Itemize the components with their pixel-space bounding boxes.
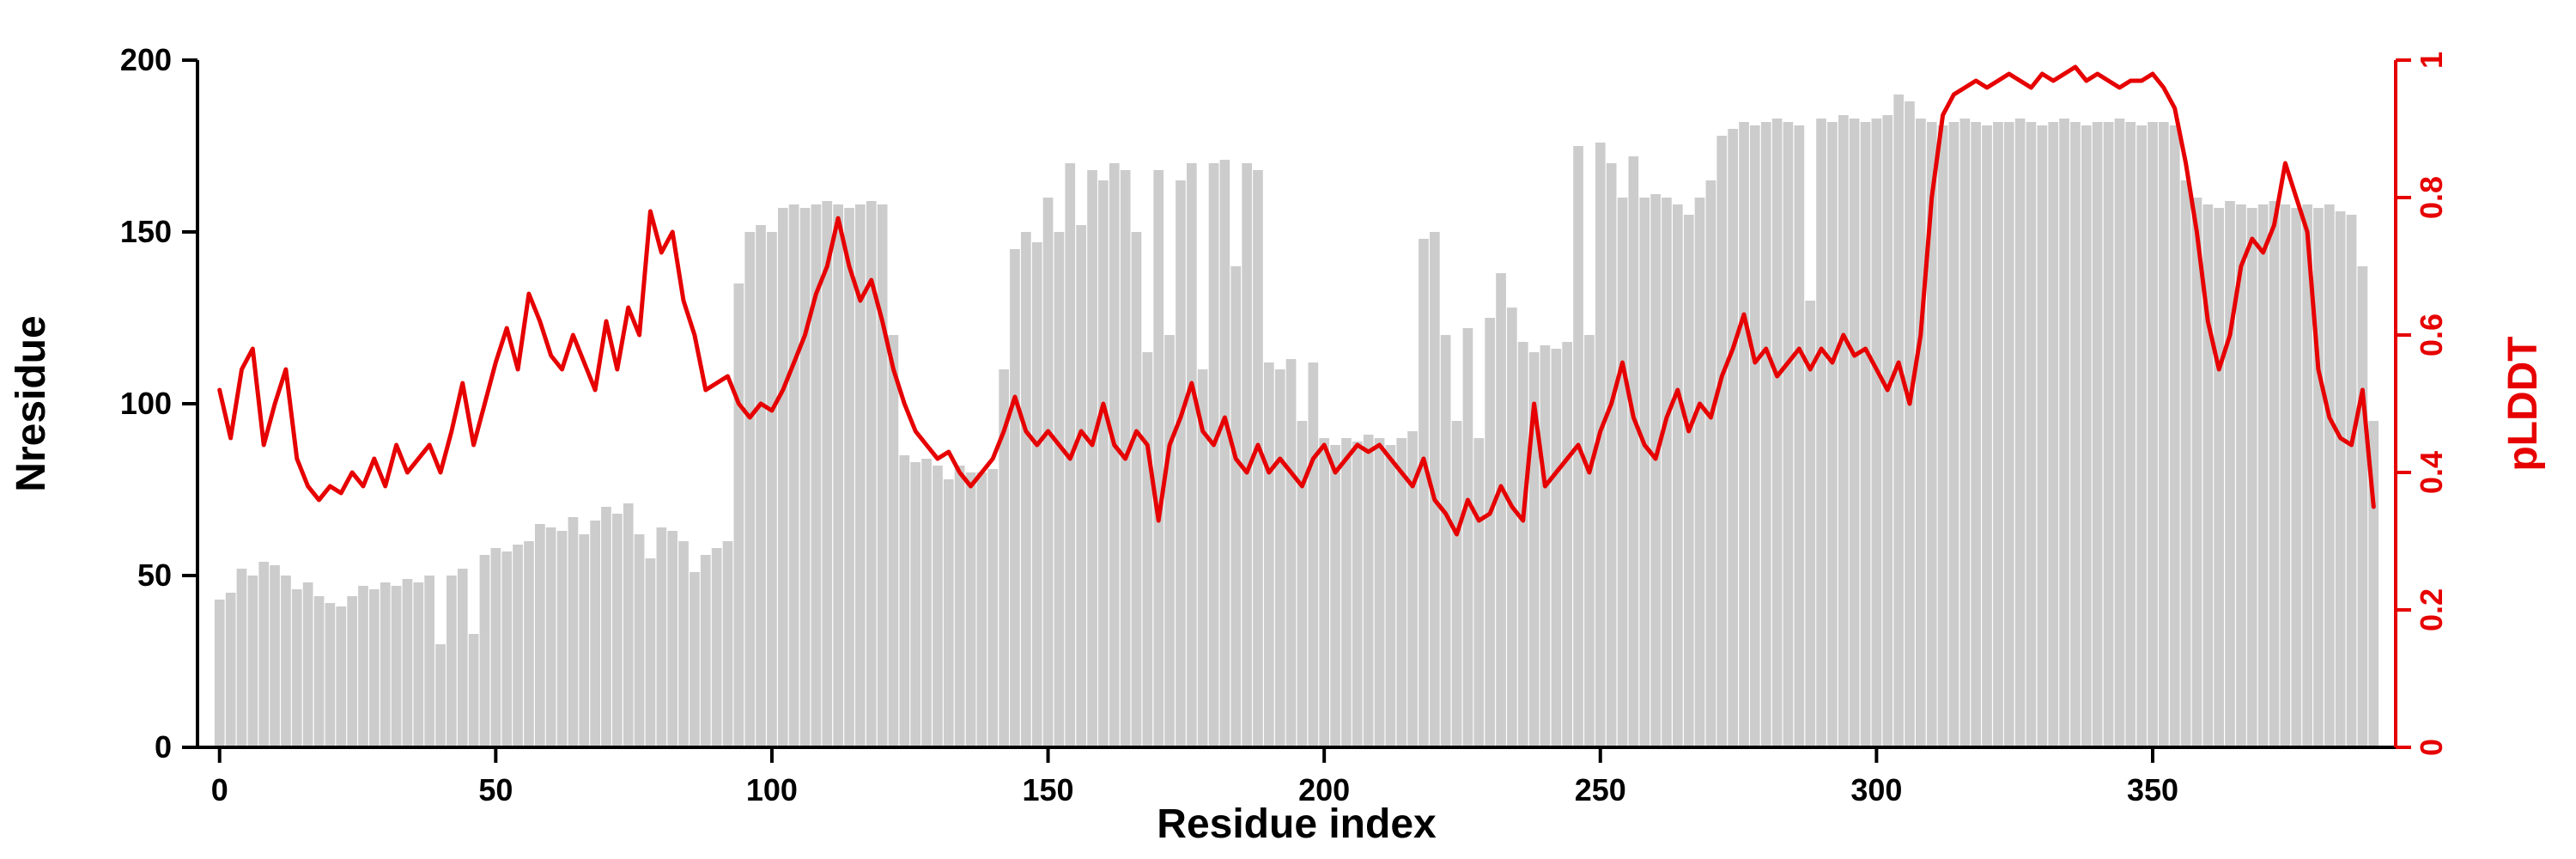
right-tick-label: 0.8 [2414,176,2449,219]
nresidue-bars [214,94,2379,747]
right-tick-label: 0.4 [2414,451,2449,494]
left-tick-label: 100 [120,386,172,421]
x-tick-label: 300 [1850,772,1902,807]
left-tick-label: 0 [155,729,172,765]
right-tick-label: 1 [2414,52,2449,69]
left-y-axis: 0 50 100 150 200 [120,42,199,765]
y-axis-title-left: Nresidue [9,315,54,491]
x-tick-label: 200 [1298,772,1350,807]
x-tick-label: 100 [746,772,798,807]
x-tick-label: 250 [1575,772,1626,807]
x-tick-label: 350 [2127,772,2178,807]
plddt-line [217,64,2376,537]
left-tick-label: 50 [137,557,172,593]
right-y-axis: 0 0.2 0.4 0.6 0.8 1 [2394,52,2449,756]
right-tick-label: 0.2 [2414,588,2449,631]
x-tick-label: 0 [211,772,228,807]
right-tick-label: 0 [2414,739,2449,756]
left-tick-label: 200 [120,42,172,77]
y-axis-title-right: pLDDT [2500,336,2546,471]
right-tick-label: 0.6 [2414,314,2449,356]
x-tick-label: 150 [1023,772,1074,807]
x-axis: 0 50 100 150 200 250 300 350 [197,746,2396,807]
x-axis-title: Residue index [1157,801,1437,847]
x-tick-label: 50 [478,772,513,807]
left-tick-label: 150 [120,214,172,249]
